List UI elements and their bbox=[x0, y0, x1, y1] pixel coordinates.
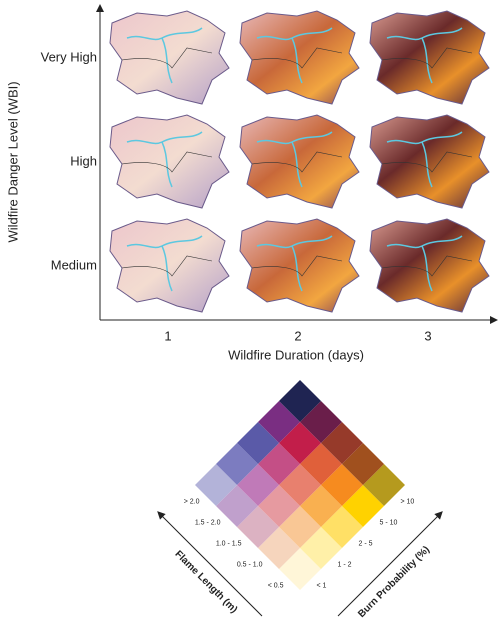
legend: Flame Length (m) Burn Probability (%) < … bbox=[157, 380, 443, 620]
boundary bbox=[121, 47, 213, 69]
column-label: 3 bbox=[424, 328, 431, 343]
burn-class: 5 - 10 bbox=[380, 519, 398, 526]
map-area bbox=[109, 10, 230, 105]
boundary bbox=[381, 47, 473, 69]
river bbox=[256, 131, 333, 188]
river bbox=[386, 235, 463, 292]
map-area bbox=[109, 218, 230, 313]
map bbox=[239, 114, 360, 209]
boundary bbox=[251, 255, 343, 277]
flame-class: > 2.0 bbox=[184, 498, 200, 505]
burn-probability-title: Burn Probability (%) bbox=[356, 544, 432, 620]
boundary bbox=[251, 47, 343, 69]
map bbox=[369, 114, 490, 209]
river bbox=[126, 131, 203, 188]
map-area bbox=[369, 114, 490, 209]
flame-class: 0.5 - 1.0 bbox=[237, 561, 263, 568]
row-label: High bbox=[70, 153, 97, 168]
map bbox=[109, 10, 230, 105]
map-area bbox=[239, 114, 360, 209]
map-area bbox=[109, 114, 230, 209]
column-label: 1 bbox=[164, 328, 171, 343]
column-label: 2 bbox=[294, 328, 301, 343]
boundary bbox=[121, 255, 213, 277]
river bbox=[386, 27, 463, 84]
maps bbox=[109, 10, 490, 313]
river bbox=[126, 235, 203, 292]
burn-class: < 1 bbox=[317, 582, 327, 589]
x-axis-title: Wildfire Duration (days) bbox=[228, 347, 364, 362]
river bbox=[126, 27, 203, 84]
flame-class: < 0.5 bbox=[268, 582, 284, 589]
map-area bbox=[239, 10, 360, 105]
flame-class: 1.5 - 2.0 bbox=[195, 519, 221, 526]
map-area bbox=[369, 218, 490, 313]
river bbox=[256, 27, 333, 84]
boundary bbox=[381, 151, 473, 173]
y-axis-title: Wildfire Danger Level (WBI) bbox=[5, 81, 20, 242]
map bbox=[369, 218, 490, 313]
map bbox=[369, 10, 490, 105]
burn-arrow bbox=[337, 511, 443, 617]
river bbox=[386, 131, 463, 188]
map bbox=[109, 218, 230, 313]
flame-length-title: Flame Length (m) bbox=[173, 549, 240, 616]
map-area bbox=[239, 218, 360, 313]
flame-class: 1.0 - 1.5 bbox=[216, 540, 242, 547]
river bbox=[256, 235, 333, 292]
burn-class: > 10 bbox=[401, 498, 415, 505]
map-area bbox=[369, 10, 490, 105]
flame-arrow bbox=[157, 511, 263, 617]
map bbox=[239, 218, 360, 313]
burn-class: 1 - 2 bbox=[338, 561, 352, 568]
row-label: Very High bbox=[41, 49, 97, 64]
boundary bbox=[381, 255, 473, 277]
row-label: Medium bbox=[51, 257, 97, 272]
map bbox=[109, 114, 230, 209]
map bbox=[239, 10, 360, 105]
boundary bbox=[121, 151, 213, 173]
boundary bbox=[251, 151, 343, 173]
burn-class: 2 - 5 bbox=[359, 540, 373, 547]
legend-cell bbox=[279, 380, 321, 422]
